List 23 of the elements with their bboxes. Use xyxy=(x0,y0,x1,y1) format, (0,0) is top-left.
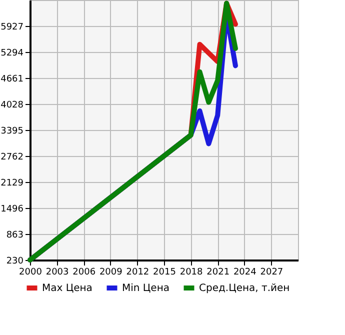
y-tick-label: 5294 xyxy=(0,48,24,58)
y-tick-label: 230 xyxy=(6,256,24,266)
x-tick-label: 2021 xyxy=(206,268,230,278)
x-tick-label: 2003 xyxy=(46,268,69,278)
legend-label: Min Цена xyxy=(122,283,170,294)
y-tick-label: 4661 xyxy=(0,74,24,84)
x-tick-label: 2000 xyxy=(19,268,42,278)
x-tick-label: 2024 xyxy=(233,268,257,278)
legend-label: Max Цена xyxy=(42,283,92,294)
y-tick-label: 5927 xyxy=(0,22,24,32)
x-tick-label: 2012 xyxy=(126,268,150,278)
x-tick-label: 2018 xyxy=(180,268,204,278)
y-tick-label: 1496 xyxy=(0,204,24,214)
x-tick-label: 2015 xyxy=(153,268,176,278)
x-tick-label: 2027 xyxy=(260,268,284,278)
y-tick-label: 863 xyxy=(6,230,24,240)
y-tick-label: 2129 xyxy=(0,178,24,188)
x-tick-label: 2009 xyxy=(99,268,123,278)
y-tick-label: 4028 xyxy=(0,100,24,110)
legend-label: Сред.Цена, т.йен xyxy=(199,283,290,294)
y-tick-label: 2762 xyxy=(0,152,24,162)
y-tick-label: 3395 xyxy=(0,126,24,136)
x-tick-label: 2006 xyxy=(72,268,96,278)
